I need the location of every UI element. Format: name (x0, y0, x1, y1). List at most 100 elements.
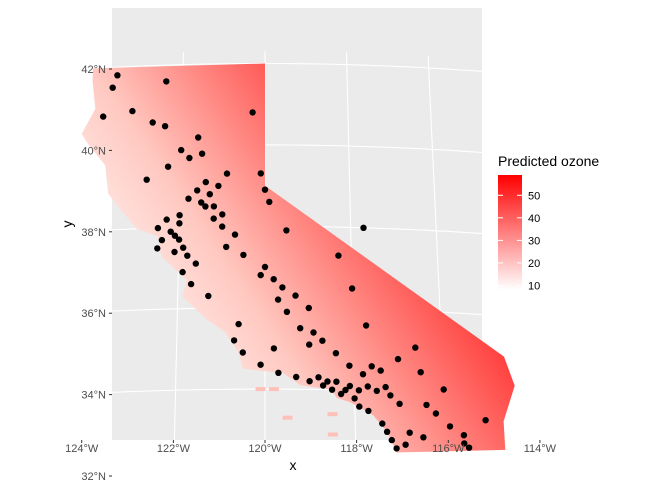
monitoring-site-point (412, 344, 419, 351)
monitoring-site-point (388, 436, 395, 444)
monitoring-site-point (440, 386, 447, 393)
monitoring-site-point (362, 322, 370, 329)
monitoring-site-point (185, 195, 192, 202)
monitoring-site-point (261, 186, 269, 193)
monitoring-site-point (261, 263, 269, 271)
monitoring-site-point (114, 72, 121, 79)
parallel-line (84, 62, 503, 74)
monitoring-site-point (324, 378, 331, 385)
monitoring-site-point (359, 371, 367, 378)
monitoring-site-point (377, 367, 384, 374)
legend-colorbar (498, 175, 522, 290)
monitoring-site-point (231, 231, 239, 238)
island-cell (282, 415, 293, 420)
monitoring-site-point (206, 191, 213, 198)
monitoring-site-point (210, 203, 218, 210)
monitoring-site-point (423, 401, 430, 409)
legend-tick-label: 20 (528, 258, 540, 270)
y-axis-title: y (59, 221, 75, 228)
monitoring-site-point (315, 374, 322, 381)
monitoring-site-point (205, 292, 212, 300)
legend-ticks: 10 20 30 40 50 (498, 190, 540, 293)
y-tick-label: 36°N (81, 308, 106, 320)
monitoring-site-point (465, 444, 473, 451)
monitoring-site-point (154, 224, 162, 232)
monitoring-site-point (178, 146, 185, 154)
monitoring-site-point (154, 245, 161, 252)
monitoring-site-point (319, 337, 326, 344)
monitoring-site-point (198, 199, 205, 206)
x-tick-label: 122°W (157, 443, 191, 455)
monitoring-site-point (310, 329, 317, 336)
monitoring-site-point (195, 134, 202, 141)
x-axis-title: x (290, 457, 297, 473)
legend-tick-label: 50 (528, 190, 540, 202)
legend: Predicted ozone 10 20 30 40 50 (498, 153, 599, 293)
y-tick-label: 34°N (81, 390, 106, 402)
monitoring-site-point (158, 236, 166, 244)
monitoring-site-point (257, 271, 264, 279)
monitoring-site-point (202, 178, 209, 186)
monitoring-site-point (175, 236, 183, 243)
monitoring-site-point (179, 268, 186, 276)
x-tick-label: 120°W (248, 443, 282, 455)
meridian-line (509, 61, 540, 480)
x-tick-label: 118°W (340, 443, 373, 455)
monitoring-site-point (187, 280, 195, 288)
monitoring-site-point (351, 395, 358, 402)
monitoring-site-point (192, 260, 199, 267)
monitoring-site-point (215, 182, 222, 190)
legend-tick-label: 10 (528, 281, 540, 293)
monitoring-site-point (348, 285, 356, 292)
monitoring-site-point (364, 383, 371, 390)
monitoring-site-point (176, 220, 183, 227)
monitoring-site-point (420, 434, 427, 441)
monitoring-site-point (164, 163, 172, 170)
monitoring-site-point (373, 387, 380, 395)
x-tick-label: 114°W (524, 443, 557, 455)
monitoring-site-point (235, 320, 242, 328)
monitoring-site-point (337, 390, 345, 398)
monitoring-site-point (355, 387, 363, 394)
monitoring-site-point (270, 276, 277, 283)
monitoring-site-point (176, 212, 183, 219)
monitoring-site-point (129, 107, 136, 115)
monitoring-site-point (379, 420, 386, 427)
monitoring-site-point (202, 203, 209, 210)
x-axis-ticks: 124°W 122°W 120°W 118°W 116°W 114°W (65, 440, 557, 455)
monitoring-site-point (482, 417, 489, 424)
monitoring-site-point (333, 378, 340, 385)
monitoring-site-point (274, 296, 282, 303)
monitoring-site-point (223, 170, 231, 177)
island-cell (268, 387, 279, 392)
monitoring-site-point (460, 432, 468, 439)
monitoring-site-point (346, 382, 354, 390)
monitoring-site-point (171, 248, 178, 256)
monitoring-site-point (143, 176, 150, 183)
island-cell (327, 412, 338, 417)
monitoring-site-point (219, 223, 226, 230)
monitoring-site-point (319, 382, 327, 389)
island-cell (327, 432, 338, 437)
monitoring-site-point (257, 170, 264, 177)
y-axis-ticks: 32°N 34°N 36°N 38°N 40°N 42°N (81, 64, 112, 480)
y-tick-label: 40°N (81, 145, 106, 157)
monitoring-site-point (240, 251, 247, 259)
monitoring-site-point (184, 252, 191, 259)
monitoring-sites (100, 72, 489, 452)
monitoring-site-point (163, 216, 170, 223)
monitoring-site-point (305, 304, 312, 312)
x-tick-label: 124°W (65, 443, 99, 455)
monitoring-site-point (368, 363, 375, 370)
monitoring-site-point (335, 252, 342, 259)
monitoring-site-point (180, 244, 187, 251)
monitoring-site-point (306, 378, 313, 385)
parallel-line (63, 469, 531, 480)
monitoring-site-point (239, 349, 246, 356)
monitoring-site-point (275, 369, 282, 376)
monitoring-site-point (167, 228, 174, 235)
monitoring-site-point (432, 410, 440, 417)
monitoring-site-point (446, 423, 454, 430)
monitoring-site-point (396, 400, 403, 407)
monitoring-site-point (394, 355, 402, 363)
